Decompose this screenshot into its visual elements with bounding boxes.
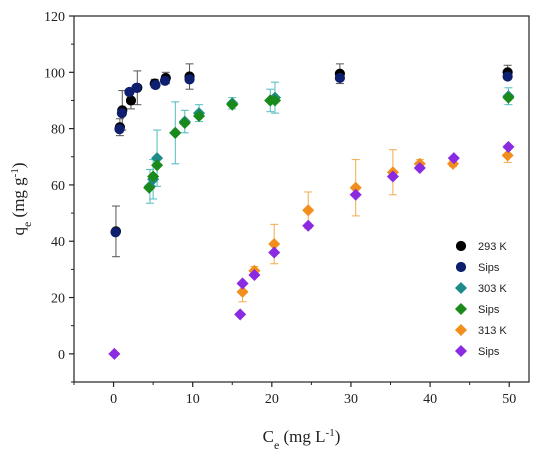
data-point-series-3	[147, 170, 160, 183]
legend-label: Sips	[478, 304, 500, 316]
data-point-series-1	[502, 71, 513, 82]
y-tick-label: 100	[44, 66, 65, 81]
data-point-series-1	[116, 108, 127, 119]
markers-layer	[108, 67, 515, 360]
y-axis-label-close: )	[9, 162, 28, 168]
y-axis-label-unit: (mg g	[9, 177, 28, 222]
data-point-series-1	[334, 72, 345, 84]
legend-marker	[454, 281, 468, 295]
y-axis-label-base: q	[9, 227, 28, 236]
y-tick-label: 60	[51, 179, 65, 194]
data-point-series-5	[413, 162, 426, 175]
legend-marker	[454, 344, 468, 358]
legend-item: 303 K	[454, 281, 507, 295]
x-axis-label-sup: -1	[326, 427, 335, 439]
x-axis-label-unit: (mg L	[279, 427, 325, 446]
legend-label: Sips	[478, 346, 500, 358]
y-axis-label: qe (mg g-1)	[9, 162, 34, 235]
y-tick-label: 120	[44, 10, 65, 25]
legend-label: Sips	[478, 262, 500, 274]
x-tick-label: 10	[186, 392, 200, 407]
data-point-series-5	[447, 152, 460, 165]
y-axis-label-sub: e	[20, 222, 34, 227]
x-axis-label-base: C	[263, 427, 274, 446]
data-point-series-5	[236, 277, 249, 290]
data-point-series-1	[150, 79, 161, 91]
data-point-series-5	[502, 140, 515, 153]
legend-marker	[455, 240, 467, 252]
legend-marker	[454, 323, 468, 337]
x-tick-label: 50	[502, 392, 516, 407]
ticks-layer: 0 10 20 30 40 50 0 20 40 60 80 100 120	[44, 10, 516, 407]
data-point-series-5	[386, 170, 399, 183]
data-point-series-3	[151, 159, 164, 172]
x-axis-label-close: )	[335, 427, 341, 446]
x-tick-label: 30	[344, 392, 358, 407]
data-point-series-5	[108, 347, 121, 360]
x-tick-label: 20	[265, 392, 279, 407]
legend-item: Sips	[454, 344, 500, 358]
legend-label: 313 K	[478, 325, 507, 337]
data-point-series-5	[234, 308, 247, 321]
data-point-series-3	[268, 94, 282, 107]
y-tick-label: 20	[51, 292, 65, 307]
x-axis-label-sub: e	[274, 438, 279, 452]
data-point-series-3	[143, 181, 156, 194]
legend-item: 313 K	[454, 323, 507, 337]
legend-item: 293 K	[455, 240, 507, 253]
data-point-series-3	[178, 116, 191, 130]
y-axis-label-sup: -1	[9, 168, 21, 177]
legend-item: Sips	[455, 261, 500, 274]
legend-item: Sips	[454, 302, 500, 316]
legend-marker	[455, 261, 467, 273]
data-point-series-5	[302, 219, 315, 232]
data-point-series-3	[502, 91, 515, 104]
data-point-series-1	[159, 75, 171, 86]
x-tick-label: 0	[110, 392, 117, 407]
legend-marker	[454, 302, 468, 316]
data-point-series-5	[268, 246, 281, 259]
data-point-series-1	[114, 124, 125, 135]
data-point-series-5	[349, 188, 362, 201]
x-tick-label: 40	[423, 392, 437, 407]
plot-frame	[73, 15, 530, 383]
y-tick-label: 0	[58, 348, 65, 363]
data-point-series-3	[226, 98, 239, 111]
data-point-series-3	[193, 109, 206, 122]
data-point-series-4	[302, 204, 315, 217]
data-point-series-1	[184, 74, 195, 85]
data-point-series-1	[131, 82, 142, 93]
legend-label: 293 K	[478, 241, 507, 253]
data-point-series-1	[110, 227, 121, 238]
y-tick-label: 40	[51, 235, 65, 250]
data-point-series-0	[125, 95, 137, 106]
data-point-series-3	[169, 126, 182, 139]
data-point-series-5	[248, 268, 261, 282]
y-tick-label: 80	[51, 123, 65, 138]
legend-label: 303 K	[478, 283, 507, 295]
x-axis-label: Ce (mg L-1)	[263, 427, 341, 452]
legend: 293 K Sips 303 K Sips 313 K Sips	[454, 240, 507, 358]
data-point-series-4	[236, 285, 249, 298]
data-point-series-4	[501, 149, 514, 162]
